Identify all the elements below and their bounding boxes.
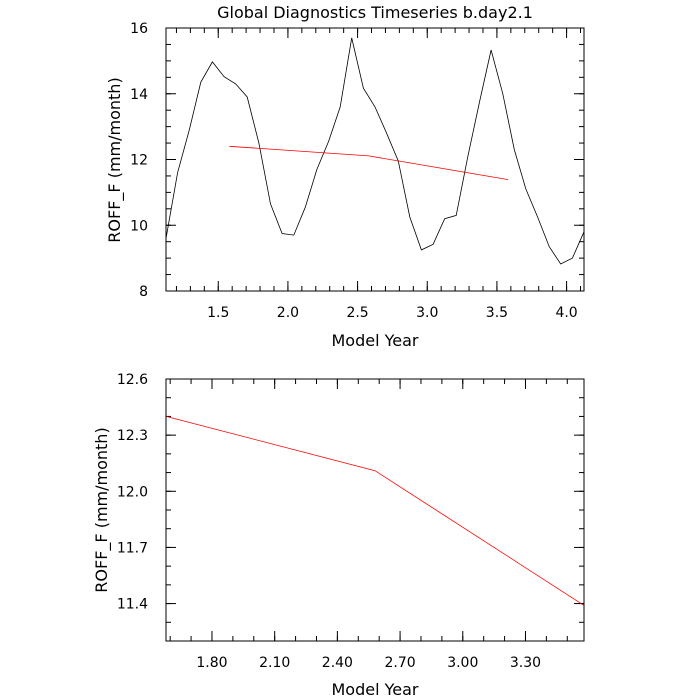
x-tick-label: 3.5 (486, 305, 508, 321)
series-line-red (165, 416, 585, 606)
top-y-axis-label: ROFF_F (mm/month) (105, 77, 125, 242)
y-tick-label: 12.0 (117, 484, 148, 500)
x-tick-label: 3.00 (447, 655, 478, 671)
y-tick-label: 12.6 (117, 372, 148, 388)
y-tick-label: 8 (139, 284, 148, 300)
y-tick-label: 11.4 (117, 597, 148, 613)
bottom-x-axis-label: Model Year (332, 680, 419, 699)
x-tick-label: 3.0 (416, 305, 438, 321)
top-y-tick-labels: 8 10 12 14 16 (130, 21, 148, 300)
bottom-y-tick-labels: 11.4 11.7 12.0 12.3 12.6 (117, 372, 148, 613)
x-tick-label: 1.5 (207, 305, 229, 321)
y-tick-label: 16 (130, 21, 148, 37)
top-chart-plot (165, 37, 585, 265)
figure-title: Global Diagnostics Timeseries b.day2.1 (217, 3, 533, 22)
top-x-axis-label: Model Year (332, 331, 419, 350)
x-tick-label: 2.40 (322, 655, 353, 671)
bottom-chart-plot (165, 416, 585, 606)
x-tick-label: 2.70 (384, 655, 415, 671)
series-line-red (229, 145, 509, 180)
y-tick-label: 14 (130, 87, 148, 103)
top-chart-frame (165, 27, 585, 292)
y-tick-label: 12 (130, 153, 148, 169)
x-tick-label: 2.0 (277, 305, 299, 321)
x-tick-label: 1.80 (196, 655, 227, 671)
bottom-chart-frame (165, 378, 585, 642)
y-tick-label: 11.7 (117, 540, 148, 556)
top-x-tick-labels: 1.5 2.0 2.5 3.0 3.5 4.0 (207, 305, 578, 321)
x-tick-label: 2.10 (259, 655, 290, 671)
x-tick-label: 2.5 (346, 305, 368, 321)
series-line-black (165, 37, 585, 265)
y-tick-label: 12.3 (117, 428, 148, 444)
bottom-chart-ticks (166, 378, 584, 642)
y-tick-label: 10 (130, 218, 148, 234)
x-tick-label: 3.30 (510, 655, 541, 671)
bottom-y-axis-label: ROFF_F (mm/month) (92, 427, 112, 592)
top-chart-ticks (166, 27, 584, 292)
x-tick-label: 4.0 (555, 305, 577, 321)
bottom-chart: 1.80 2.10 2.40 2.70 3.00 3.30 11.4 11.7 12.0 12.… (92, 372, 585, 699)
bottom-x-tick-labels: 1.80 2.10 2.40 2.70 3.00 3.30 (196, 655, 541, 671)
